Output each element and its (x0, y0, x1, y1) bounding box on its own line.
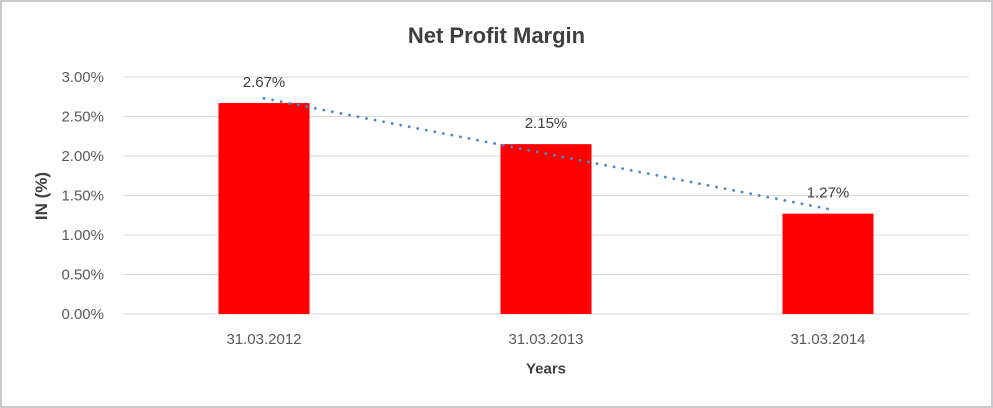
y-tick-label: 3.00% (61, 69, 104, 86)
y-tick-label: 1.00% (61, 227, 104, 244)
x-tick-label: 31.03.2013 (508, 331, 583, 348)
y-tick-label: 2.00% (61, 148, 104, 165)
bar (782, 213, 874, 314)
trendline (262, 96, 830, 211)
bar (218, 103, 310, 314)
bar-value-label: 2.15% (525, 115, 568, 132)
y-tick-label: 0.00% (61, 306, 104, 323)
y-axis-title: IN (%) (32, 171, 51, 221)
y-tick-label: 2.50% (61, 109, 104, 126)
x-axis-title: Years (525, 360, 567, 378)
y-tick-label: 0.50% (61, 267, 104, 284)
y-tick-label: 1.50% (61, 188, 104, 205)
x-tick-label: 31.03.2012 (226, 331, 301, 348)
bar-value-label: 2.67% (243, 74, 286, 91)
bar (500, 144, 592, 314)
bar-value-label: 1.27% (807, 185, 850, 202)
chart-title: Net Profit Margin (407, 23, 586, 48)
x-tick-label: 31.03.2014 (790, 331, 865, 348)
